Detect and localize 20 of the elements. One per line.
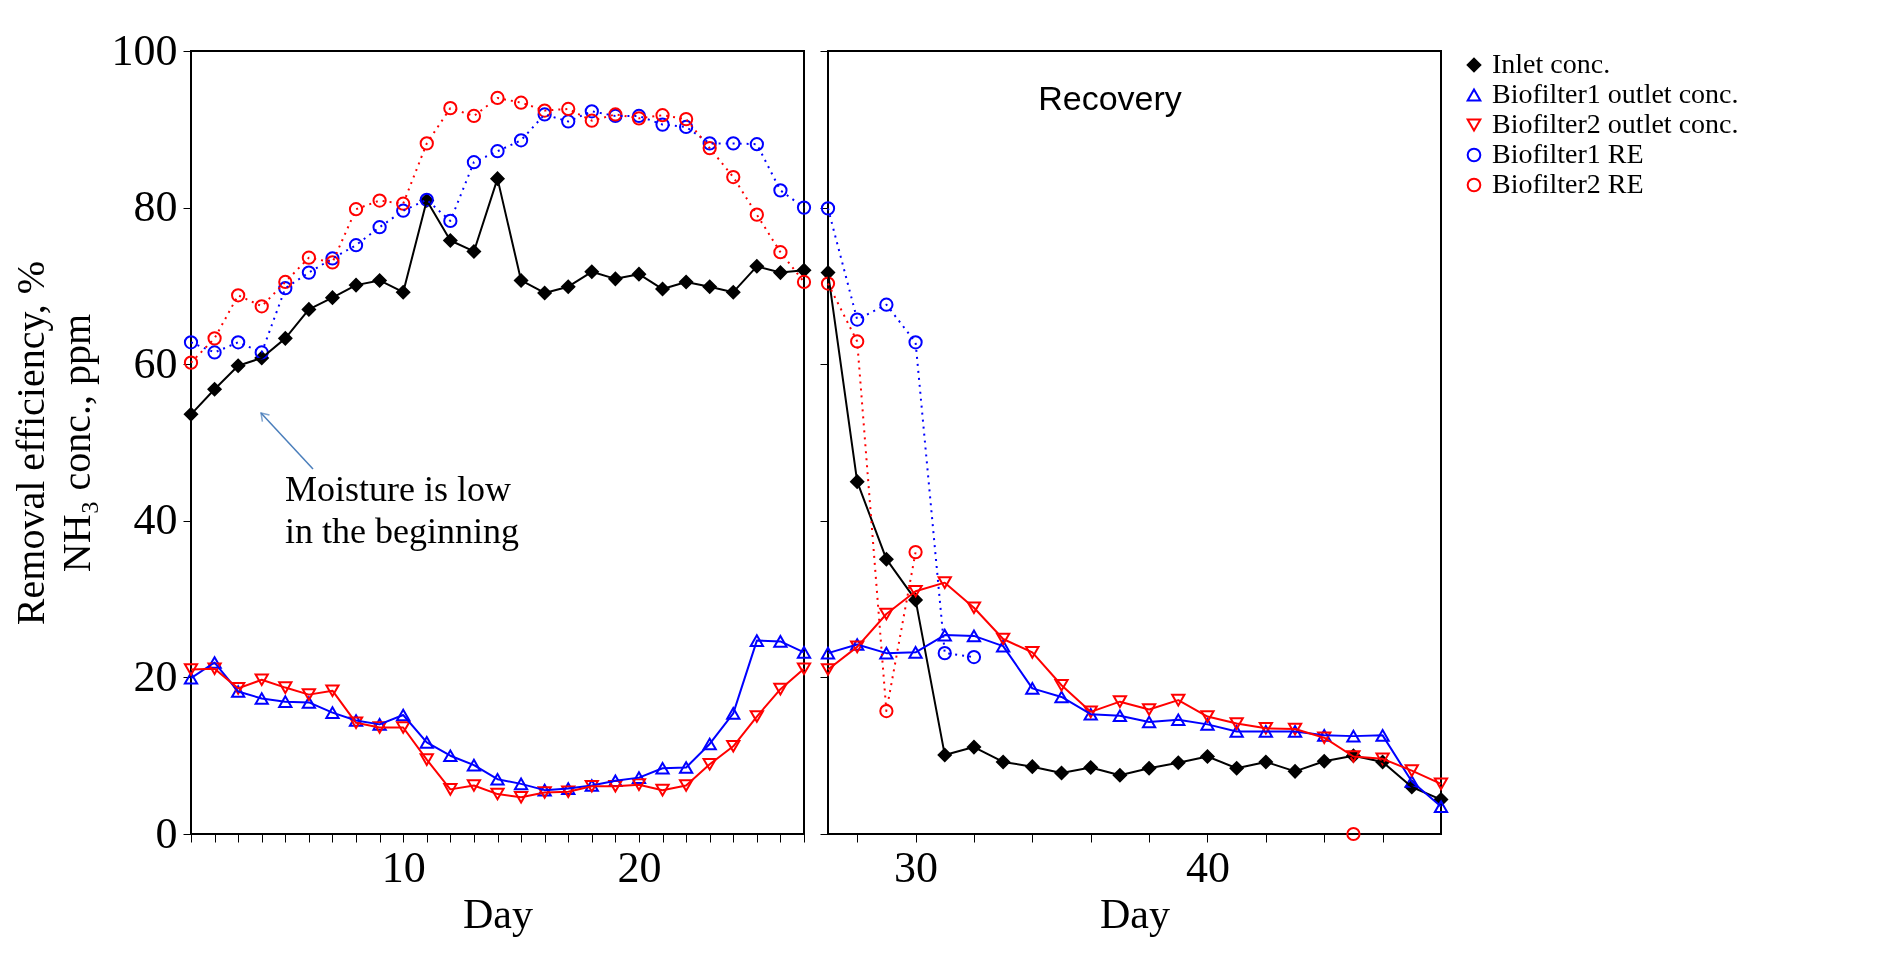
y-tick-label: 100 <box>111 25 178 75</box>
annotation: Moisture is low in the beginning <box>285 469 519 551</box>
x-tick-label: 40 <box>1185 842 1230 892</box>
y-tick-label: 80 <box>133 182 178 232</box>
x-axis-title: Day <box>1100 890 1170 937</box>
legend-label: Biofilter1 RE <box>1492 138 1644 169</box>
legend-label: Biofilter2 RE <box>1492 168 1644 199</box>
legend-label: Biofilter2 outlet conc. <box>1492 108 1739 139</box>
y-axis-title: Removal efficiency, % NH₃ conc., ppm <box>7 260 99 626</box>
x-tick-label: 20 <box>617 842 662 892</box>
x-tick-label: 10 <box>381 842 426 892</box>
y-tick-label: 60 <box>133 338 178 388</box>
y-tick-label: 0 <box>155 808 178 858</box>
annotation: Recovery <box>1038 79 1182 117</box>
legend-label: Inlet conc. <box>1492 48 1611 79</box>
x-axis-title: Day <box>463 890 533 937</box>
y-tick-label: 20 <box>133 651 178 701</box>
y-tick-label: 40 <box>133 495 178 545</box>
legend-label: Biofilter1 outlet conc. <box>1492 78 1739 109</box>
x-tick-label: 30 <box>894 842 939 892</box>
